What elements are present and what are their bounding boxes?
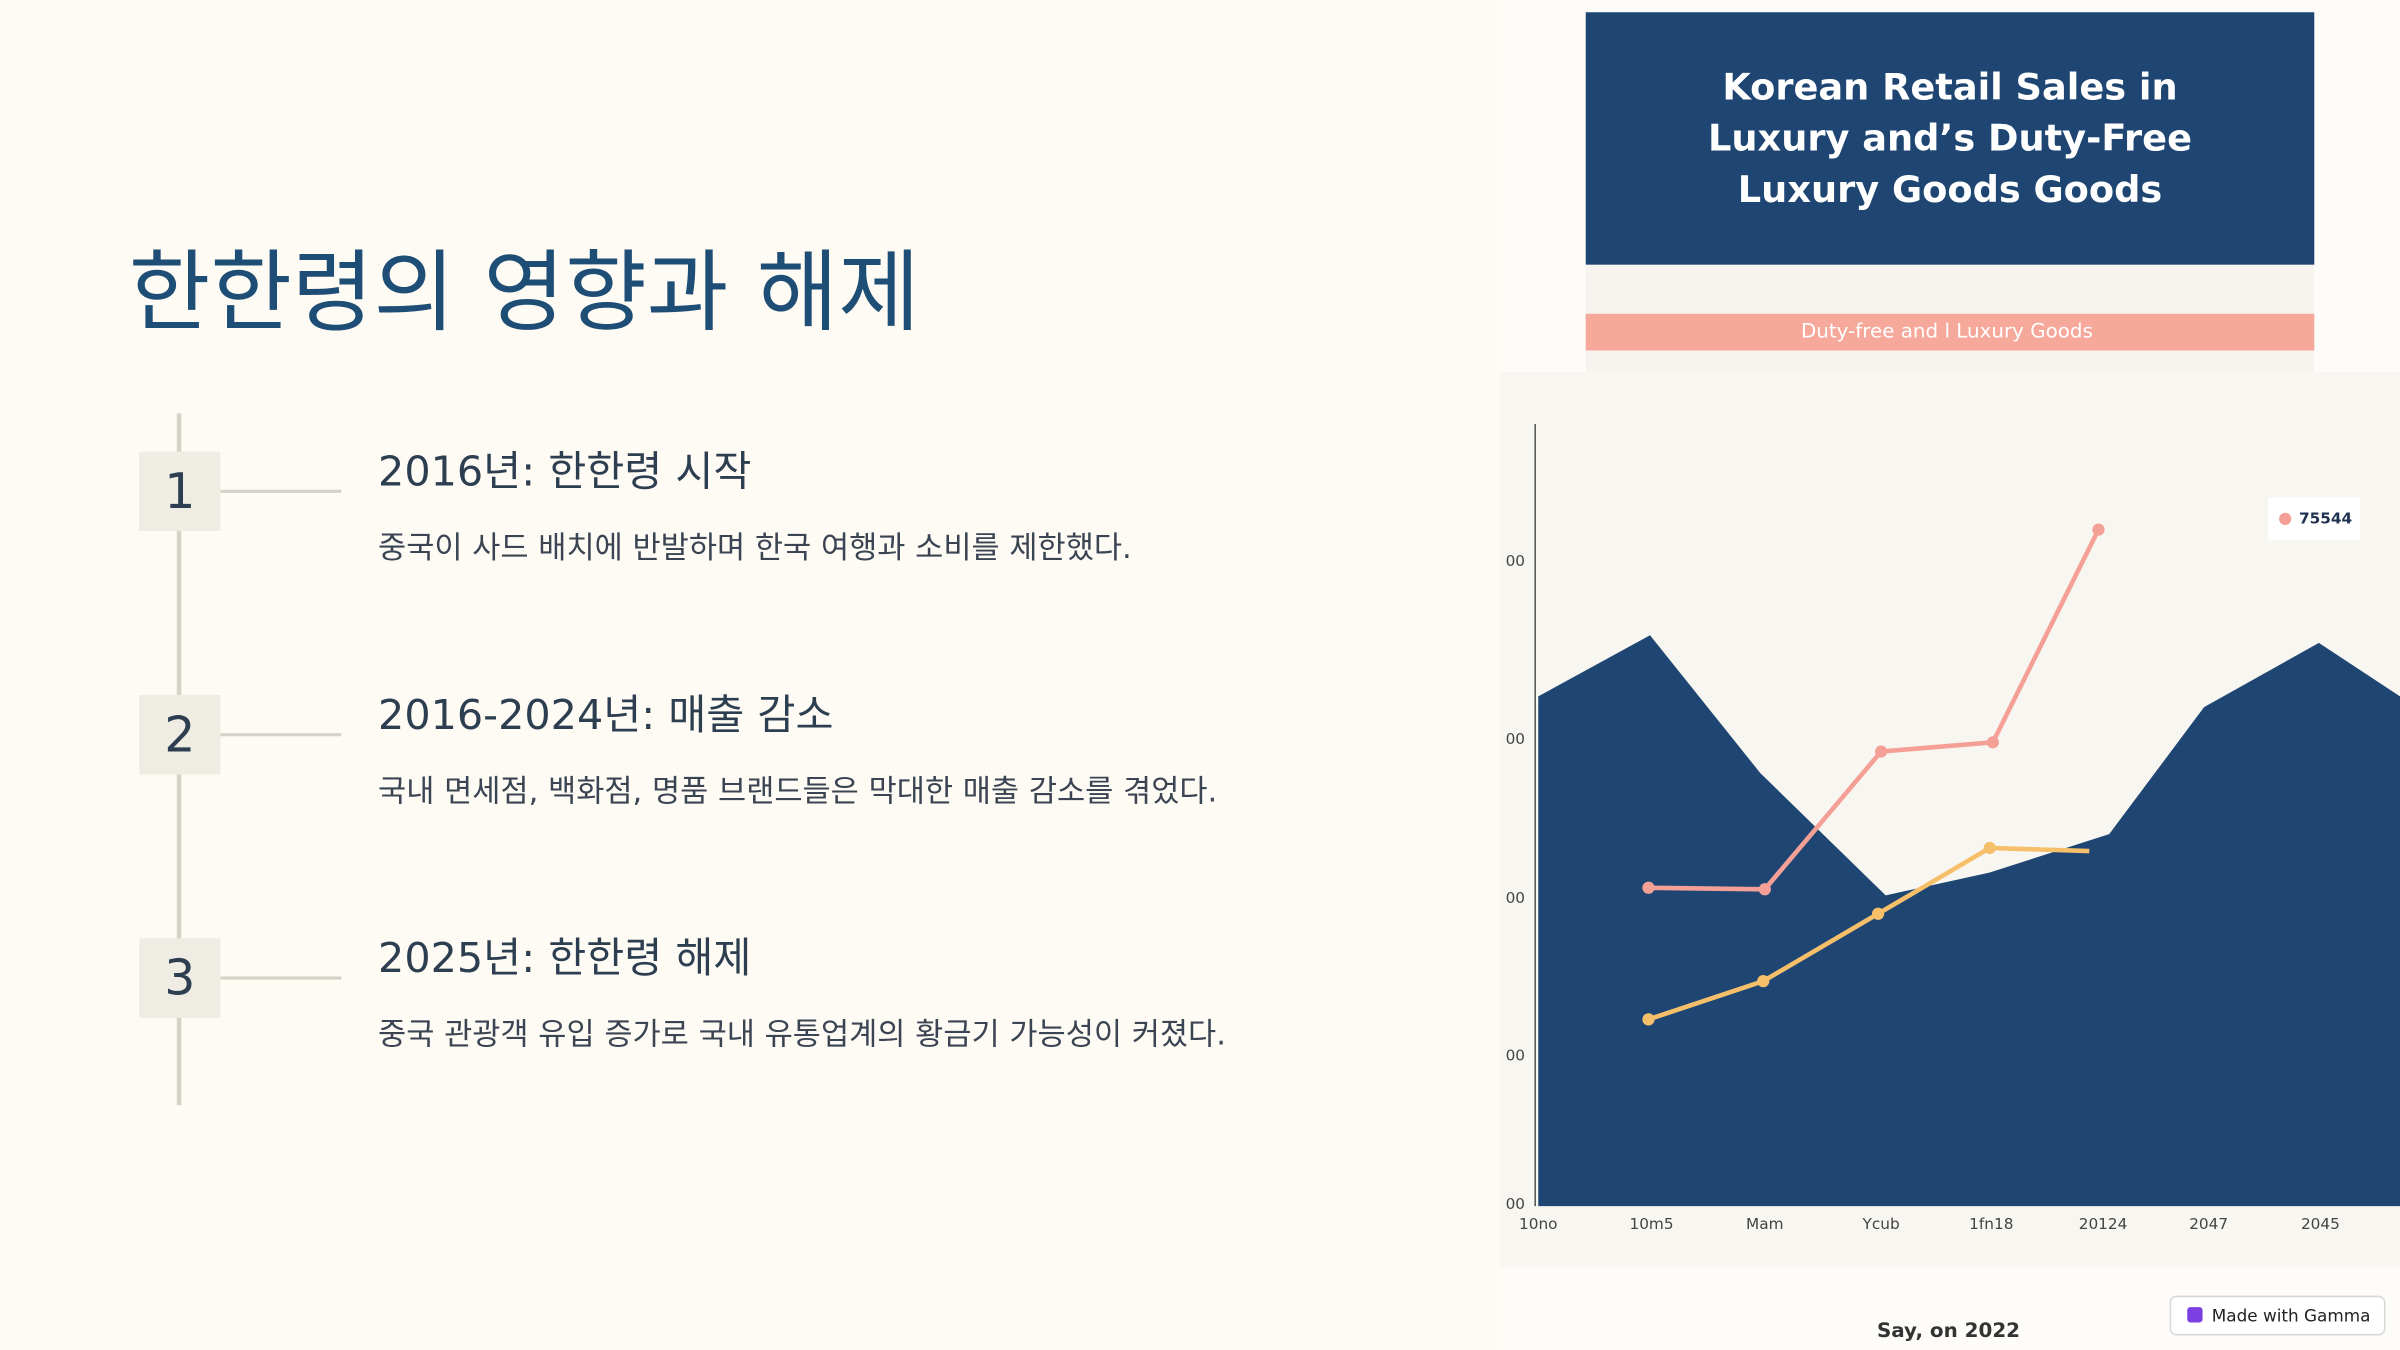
image-x-label: 10no <box>1519 1215 1558 1233</box>
badge-text[interactable]: Made with Gamma <box>2212 1305 2371 1325</box>
badge-box[interactable] <box>2169 1295 2386 1336</box>
step-number: 1 <box>164 463 195 520</box>
image-legend-dot <box>2279 512 2292 525</box>
step-box <box>139 938 221 1018</box>
image-title: Luxury and’s Duty-Free <box>1708 117 2192 160</box>
image-y-label: 00 <box>1506 730 1525 748</box>
image-x-label: 2045 <box>2301 1215 2340 1233</box>
image-caption: Say, on 2022 <box>1877 1319 2020 1342</box>
step-heading: 2025년: 한한령 해제 <box>378 934 751 982</box>
image-title: Korean Retail Sales in <box>1722 65 2177 108</box>
image-subtitle: Duty-free and l Luxury Goods <box>1801 320 2093 343</box>
image-x-label: 2047 <box>2189 1215 2228 1233</box>
image-x-label: 10m5 <box>1629 1215 1673 1233</box>
image-y-label: 00 <box>1506 552 1525 570</box>
step-text: 중국 관광객 유입 증가로 국내 유통업계의 황금기 가능성이 커졌다. <box>378 1018 1226 1053</box>
step-box <box>139 451 221 532</box>
step-text: 중국이 사드 배치에 반발하며 한국 여행과 소비를 제한했다. <box>378 531 1132 566</box>
image-title-box <box>1585 12 2315 265</box>
image-y-label: 00 <box>1506 1047 1525 1065</box>
step-heading: 2016-2024년: 매출 감소 <box>378 691 833 739</box>
image-x-label: Ycub <box>1862 1215 1900 1233</box>
image-title: Luxury Goods Goods <box>1738 168 2162 211</box>
step-text: 국내 면세점, 백화점, 명품 브랜드들은 막대한 매출 감소를 겪었다. <box>378 774 1217 809</box>
image-x-label: 1fn18 <box>1969 1215 2013 1233</box>
step-heading: 2016년: 한한령 시작 <box>378 447 751 495</box>
image-y-label: 00 <box>1506 1195 1525 1213</box>
image-legend: 75544 <box>2299 509 2352 527</box>
step-box <box>139 694 221 775</box>
step-number: 2 <box>164 706 195 763</box>
badge-icon <box>2187 1307 2203 1323</box>
image-subtitle-bar <box>1585 313 2315 351</box>
image-area <box>1538 635 2400 1207</box>
badge[interactable]: Made with Gamma <box>2169 1295 2386 1336</box>
image-x-label: 20124 <box>2079 1215 2128 1233</box>
slide-title: 한한령의 영향과 해제 <box>129 241 920 344</box>
illustration: 75544 Say, on 2022 Korean Retail Sales i… <box>1500 0 2400 1350</box>
step-number: 3 <box>164 950 195 1007</box>
image-y-label: 00 <box>1506 889 1525 907</box>
image-x-label: Mam <box>1746 1215 1783 1233</box>
